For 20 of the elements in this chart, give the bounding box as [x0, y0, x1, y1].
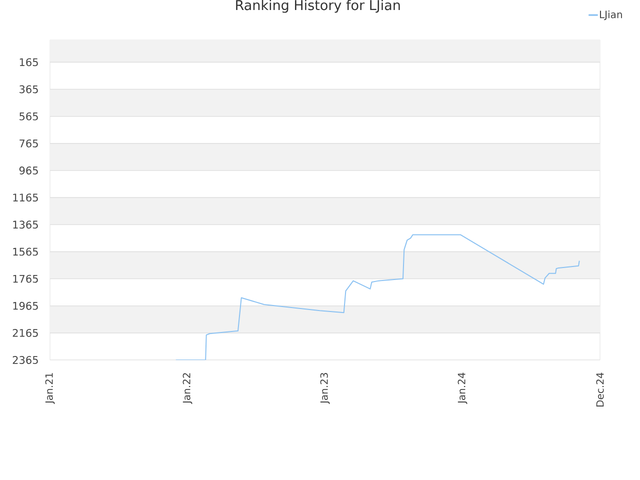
- y-tick-label: 1565: [13, 248, 38, 256]
- y-tick-label: 565: [20, 112, 38, 120]
- x-tick-label: Jan.22: [182, 373, 192, 404]
- x-tick-label: Jan.23: [320, 372, 330, 404]
- chart-title: Ranking History for LJian: [236, 0, 400, 13]
- line-series: [176, 234, 580, 360]
- legend-label: LJian: [600, 10, 622, 20]
- y-tick-label: 2365: [12, 356, 38, 364]
- y-tick-label: 165: [20, 58, 38, 66]
- y-tick-label: 1165: [13, 194, 38, 202]
- y-tick-label: 965: [19, 166, 38, 174]
- y-tick-label: 1965: [13, 302, 38, 310]
- y-tick-label: 2165: [12, 328, 38, 337]
- y-tick-label: 1365: [13, 220, 38, 229]
- y-tick-label: 765: [20, 139, 38, 148]
- x-tick-label: Jan.21: [45, 373, 55, 404]
- y-tick-label: 365: [20, 85, 38, 94]
- y-tick-label: 1765: [13, 274, 38, 283]
- x-tick-label: Dec.24: [596, 372, 604, 406]
- x-tick-label: Jan.24: [458, 372, 468, 404]
